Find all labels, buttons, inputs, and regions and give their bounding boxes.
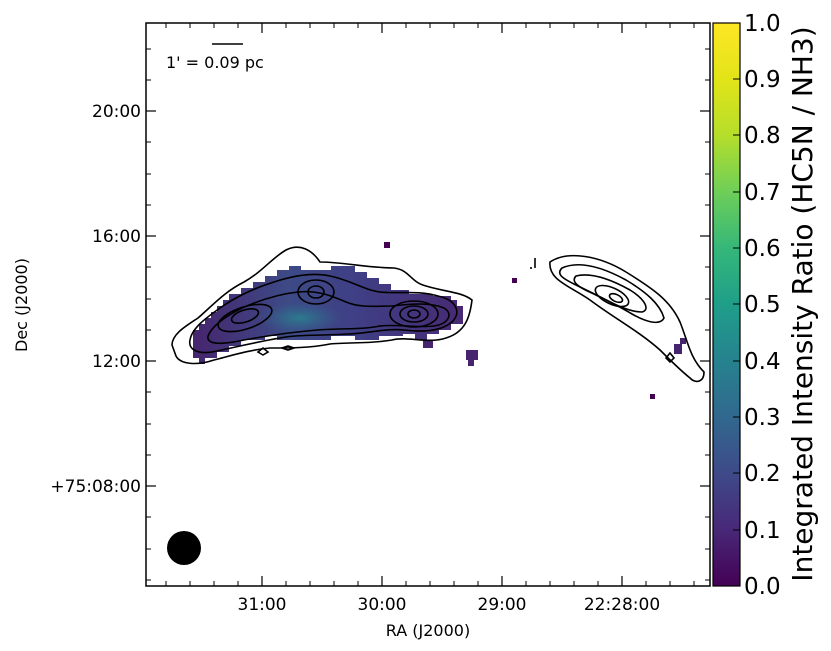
y-axis-label: Dec (J2000) [12, 258, 31, 352]
colorbar-tick-label: 0.7 [744, 180, 781, 206]
colorbar: 0.0 0.1 0.2 0.3 0.4 0.5 0.6 0.7 0.8 0.9 … [712, 11, 819, 600]
contour-layer [171, 246, 705, 383]
y-major-ticks [146, 110, 710, 487]
x-minor-ticks [165, 23, 695, 586]
colorbar-tick-label: 0.6 [744, 236, 781, 262]
ratio-pixel [466, 350, 478, 360]
contour-peak-east [389, 300, 439, 328]
x-tick-label: 31:00 [238, 595, 287, 615]
heatmap-layer [193, 242, 686, 399]
plot-area: 1' = 0.09 pc [145, 22, 711, 587]
contour-small-loop [279, 345, 297, 351]
x-tick-label: 29:00 [478, 595, 527, 615]
y-tick-label: 20:00 [92, 102, 141, 122]
contour-peak-far-east [594, 284, 630, 308]
contour-level-3 [207, 290, 450, 345]
colorbar-tick-label: 0.9 [744, 67, 781, 93]
colorbar-tick-label: 0.8 [744, 123, 781, 149]
ratio-pixel [680, 338, 686, 344]
contour-peak-west-inner [230, 308, 260, 324]
y-minor-ticks [146, 48, 710, 581]
x-tick-label: 30:00 [358, 595, 407, 615]
contour-peak-mid-inner [307, 285, 325, 299]
contour-peak-east-inner [407, 309, 421, 319]
colorbar-tick-label: 0.4 [744, 349, 781, 375]
x-major-ticks [261, 23, 623, 586]
x-tick-labels: 31:00 30:00 29:00 22:28:00 [238, 595, 661, 615]
colorbar-tick-label: 0.1 [744, 518, 781, 544]
contour-peak-mid [297, 279, 335, 305]
colorbar-ticks [733, 22, 740, 587]
colorbar-label: Integrated Intensity Ratio (HC5N / NH3) [786, 26, 819, 581]
contour-small-loop [664, 351, 676, 364]
colorbar-tick-label: 0.0 [744, 574, 781, 600]
contour-peak-east-2 [399, 305, 429, 323]
ratio-pixel [512, 278, 517, 283]
ratio-pixel [650, 394, 655, 399]
beam-marker [167, 531, 201, 565]
scale-bar-label: 1' = 0.09 pc [166, 53, 264, 72]
contour-peak-far-east-inner [608, 292, 624, 304]
y-tick-label: 12:00 [92, 352, 141, 372]
colorbar-tick-labels: 0.0 0.1 0.2 0.3 0.4 0.5 0.6 0.7 0.8 0.9 … [744, 11, 781, 600]
colorbar-tick-label: 1.0 [744, 11, 781, 37]
ratio-pixel [384, 242, 390, 248]
colorbar-tick-label: 0.5 [744, 292, 781, 318]
contour-small-loop [256, 346, 270, 356]
contour-outer-east [549, 254, 705, 383]
colorbar-tick-label: 0.2 [744, 461, 781, 487]
contour-peak-west [217, 303, 273, 333]
x-tick-label: 22:28:00 [584, 595, 660, 615]
y-tick-label: 16:00 [92, 227, 141, 247]
contour-outer-west [171, 246, 473, 365]
ratio-pixel [468, 360, 474, 366]
contour-level-2 [188, 273, 458, 354]
ratio-pixel [674, 344, 682, 354]
colorbar-tick-label: 0.3 [744, 405, 781, 431]
ratio-pixel [423, 340, 433, 348]
ratio-peak-region [258, 302, 342, 334]
contour-level-3-east [573, 274, 647, 313]
plot-frame [145, 22, 711, 587]
y-tick-label: +75:08:00 [50, 477, 141, 497]
y-tick-labels: +75:08:00 12:00 16:00 20:00 [50, 102, 141, 497]
contour-level-2-east [558, 264, 665, 324]
x-axis-label: RA (J2000) [386, 621, 470, 640]
